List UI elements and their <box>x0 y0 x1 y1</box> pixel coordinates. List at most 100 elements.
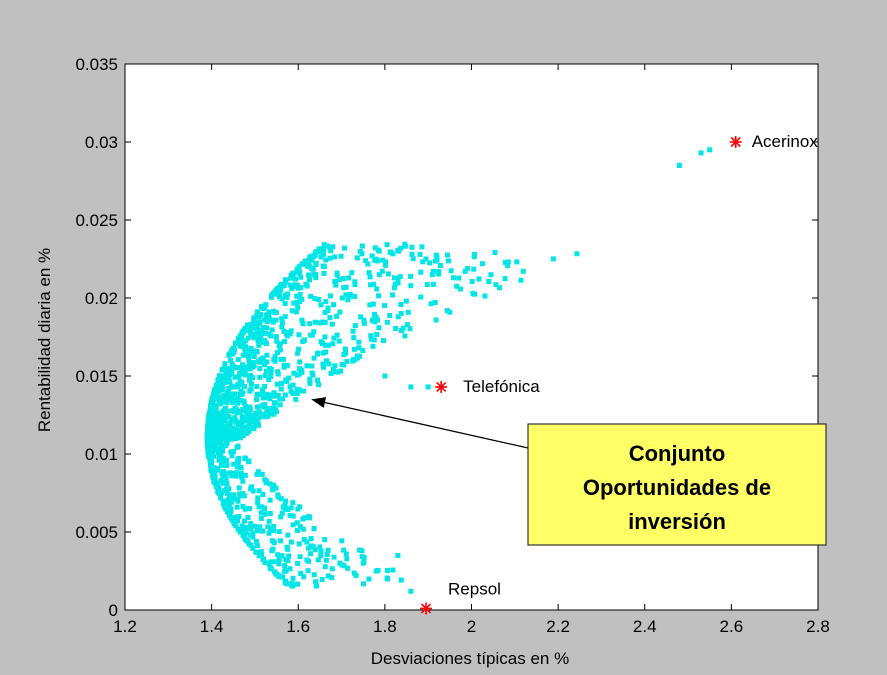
portfolio-point <box>352 323 358 329</box>
portfolio-point <box>382 303 388 309</box>
portfolio-point <box>256 358 262 364</box>
x-tick-label: 1.2 <box>113 617 137 636</box>
portfolio-point <box>289 582 295 588</box>
portfolio-point <box>244 408 250 414</box>
portfolio-point <box>370 317 376 323</box>
portfolio-point <box>258 334 264 340</box>
portfolio-point <box>274 571 280 577</box>
portfolio-point <box>469 279 475 285</box>
portfolio-point <box>265 524 271 530</box>
portfolio-point <box>246 541 252 547</box>
portfolio-point <box>360 560 366 566</box>
portfolio-point <box>211 431 217 437</box>
portfolio-point <box>288 275 294 281</box>
portfolio-point <box>340 276 346 282</box>
portfolio-point <box>341 563 347 569</box>
asset-label: Acerinox <box>752 132 819 151</box>
portfolio-point <box>306 515 312 521</box>
portfolio-point <box>408 283 414 289</box>
portfolio-point <box>311 272 317 278</box>
portfolio-point <box>211 435 217 441</box>
portfolio-point <box>514 259 520 265</box>
portfolio-point <box>278 538 284 544</box>
portfolio-point <box>217 378 223 384</box>
portfolio-point <box>322 334 328 340</box>
portfolio-point <box>327 293 333 299</box>
portfolio-point <box>218 495 224 501</box>
portfolio-point <box>307 381 313 387</box>
portfolio-point <box>251 315 257 321</box>
portfolio-point <box>266 530 272 536</box>
portfolio-point <box>313 579 319 585</box>
portfolio-point <box>264 352 270 358</box>
portfolio-point <box>311 329 317 335</box>
portfolio-point <box>676 162 682 168</box>
y-tick-label: 0.035 <box>75 55 118 74</box>
portfolio-point <box>260 411 266 417</box>
portfolio-point <box>297 299 303 305</box>
portfolio-point <box>287 384 293 390</box>
portfolio-point <box>279 296 285 302</box>
portfolio-point <box>356 345 362 351</box>
portfolio-point <box>288 328 294 334</box>
portfolio-point <box>518 277 524 283</box>
portfolio-point <box>242 368 248 374</box>
portfolio-point <box>296 332 302 338</box>
portfolio-point <box>264 391 270 397</box>
portfolio-point <box>345 565 351 571</box>
portfolio-point <box>375 317 381 323</box>
portfolio-point <box>312 295 318 301</box>
portfolio-point <box>225 432 231 438</box>
portfolio-point <box>427 260 433 266</box>
asset-markers: Acerinox Telefónica Repsol <box>420 132 819 615</box>
portfolio-point <box>383 262 389 268</box>
portfolio-point <box>367 274 373 280</box>
portfolio-point <box>332 254 338 260</box>
portfolio-point <box>299 317 305 323</box>
x-tick-label: 1.8 <box>373 617 397 636</box>
portfolio-point <box>258 504 264 510</box>
portfolio-point <box>232 426 238 432</box>
portfolio-point <box>243 372 249 378</box>
portfolio-point <box>430 268 436 274</box>
portfolio-point <box>246 355 252 361</box>
portfolio-point <box>247 506 253 512</box>
portfolio-point <box>267 526 273 532</box>
portfolio-point <box>238 473 244 479</box>
portfolio-point <box>346 275 352 281</box>
portfolio-point <box>356 339 362 345</box>
portfolio-point <box>282 339 288 345</box>
portfolio-point <box>227 498 233 504</box>
portfolio-point <box>398 302 404 308</box>
portfolio-point <box>288 539 294 545</box>
portfolio-point <box>237 365 243 371</box>
portfolio-point <box>243 426 249 432</box>
portfolio-point <box>395 248 401 254</box>
portfolio-point <box>320 248 326 254</box>
portfolio-point <box>301 574 307 580</box>
portfolio-point <box>374 258 380 264</box>
portfolio-point <box>332 363 338 369</box>
portfolio-point <box>376 325 382 331</box>
portfolio-point <box>224 506 230 512</box>
portfolio-point <box>334 332 340 338</box>
portfolio-point <box>222 405 228 411</box>
portfolio-point <box>271 482 277 488</box>
portfolio-point <box>254 330 260 336</box>
portfolio-point <box>278 514 284 520</box>
portfolio-point <box>269 406 275 412</box>
portfolio-point <box>263 395 269 401</box>
portfolio-point <box>488 272 494 278</box>
portfolio-point <box>322 564 328 570</box>
portfolio-point <box>307 376 313 382</box>
portfolio-point <box>390 292 396 298</box>
portfolio-point <box>281 362 287 368</box>
x-tick-label: 2.8 <box>806 617 830 636</box>
portfolio-point <box>313 262 319 268</box>
portfolio-point <box>255 420 261 426</box>
axes-box <box>124 63 819 611</box>
portfolio-point <box>297 524 303 530</box>
portfolio-point <box>227 351 233 357</box>
portfolio-point <box>306 277 312 283</box>
portfolio-point <box>268 566 274 572</box>
